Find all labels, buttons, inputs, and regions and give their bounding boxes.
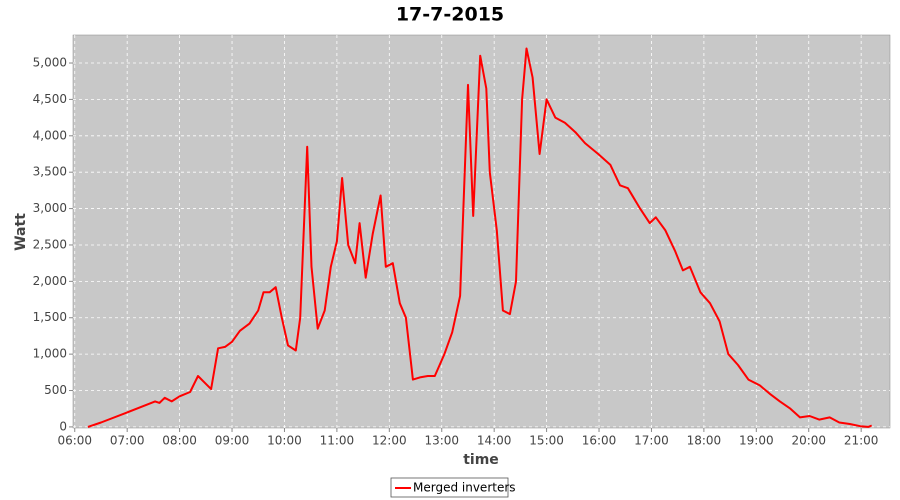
x-tick-label: 09:00 xyxy=(215,434,250,448)
y-tick-label: 2,500 xyxy=(33,237,67,251)
y-tick-label: 3,000 xyxy=(33,201,67,215)
x-tick-label: 16:00 xyxy=(582,434,617,448)
y-tick-label: 5,000 xyxy=(33,56,67,70)
y-tick-label: 2,000 xyxy=(33,274,67,288)
plot-area xyxy=(72,34,891,429)
x-tick-label: 13:00 xyxy=(424,434,459,448)
legend-box xyxy=(390,477,509,498)
x-tick-label: 08:00 xyxy=(162,434,197,448)
x-tick-label: 17:00 xyxy=(634,434,669,448)
x-tick-label: 19:00 xyxy=(739,434,774,448)
x-tick-label: 06:00 xyxy=(57,434,92,448)
y-axis-title: Watt xyxy=(13,213,29,251)
x-tick-label: 12:00 xyxy=(372,434,407,448)
y-tick-label: 500 xyxy=(44,383,67,397)
data-line xyxy=(87,47,873,428)
y-tick-label: 3,500 xyxy=(33,165,67,179)
x-tick-label: 14:00 xyxy=(477,434,512,448)
chart-title: 17-7-2015 xyxy=(396,4,504,26)
x-tick-label: 15:00 xyxy=(529,434,564,448)
y-tick-label: 1,500 xyxy=(33,310,67,324)
legend: Merged inverters xyxy=(390,477,516,498)
x-tick-label: 07:00 xyxy=(110,434,145,448)
x-tick-label: 20:00 xyxy=(791,434,826,448)
x-tick-label: 11:00 xyxy=(320,434,355,448)
y-tick-label: 4,000 xyxy=(33,128,67,142)
legend-label: Merged inverters xyxy=(413,481,516,495)
x-tick-label: 18:00 xyxy=(687,434,722,448)
x-tick-label: 10:00 xyxy=(267,434,302,448)
y-tick-label: 4,500 xyxy=(33,92,67,106)
x-tick-label: 21:00 xyxy=(844,434,879,448)
y-tick-label: 1,000 xyxy=(33,347,67,361)
x-axis-title: time xyxy=(463,452,499,468)
y-tick-label: 0 xyxy=(59,419,67,433)
